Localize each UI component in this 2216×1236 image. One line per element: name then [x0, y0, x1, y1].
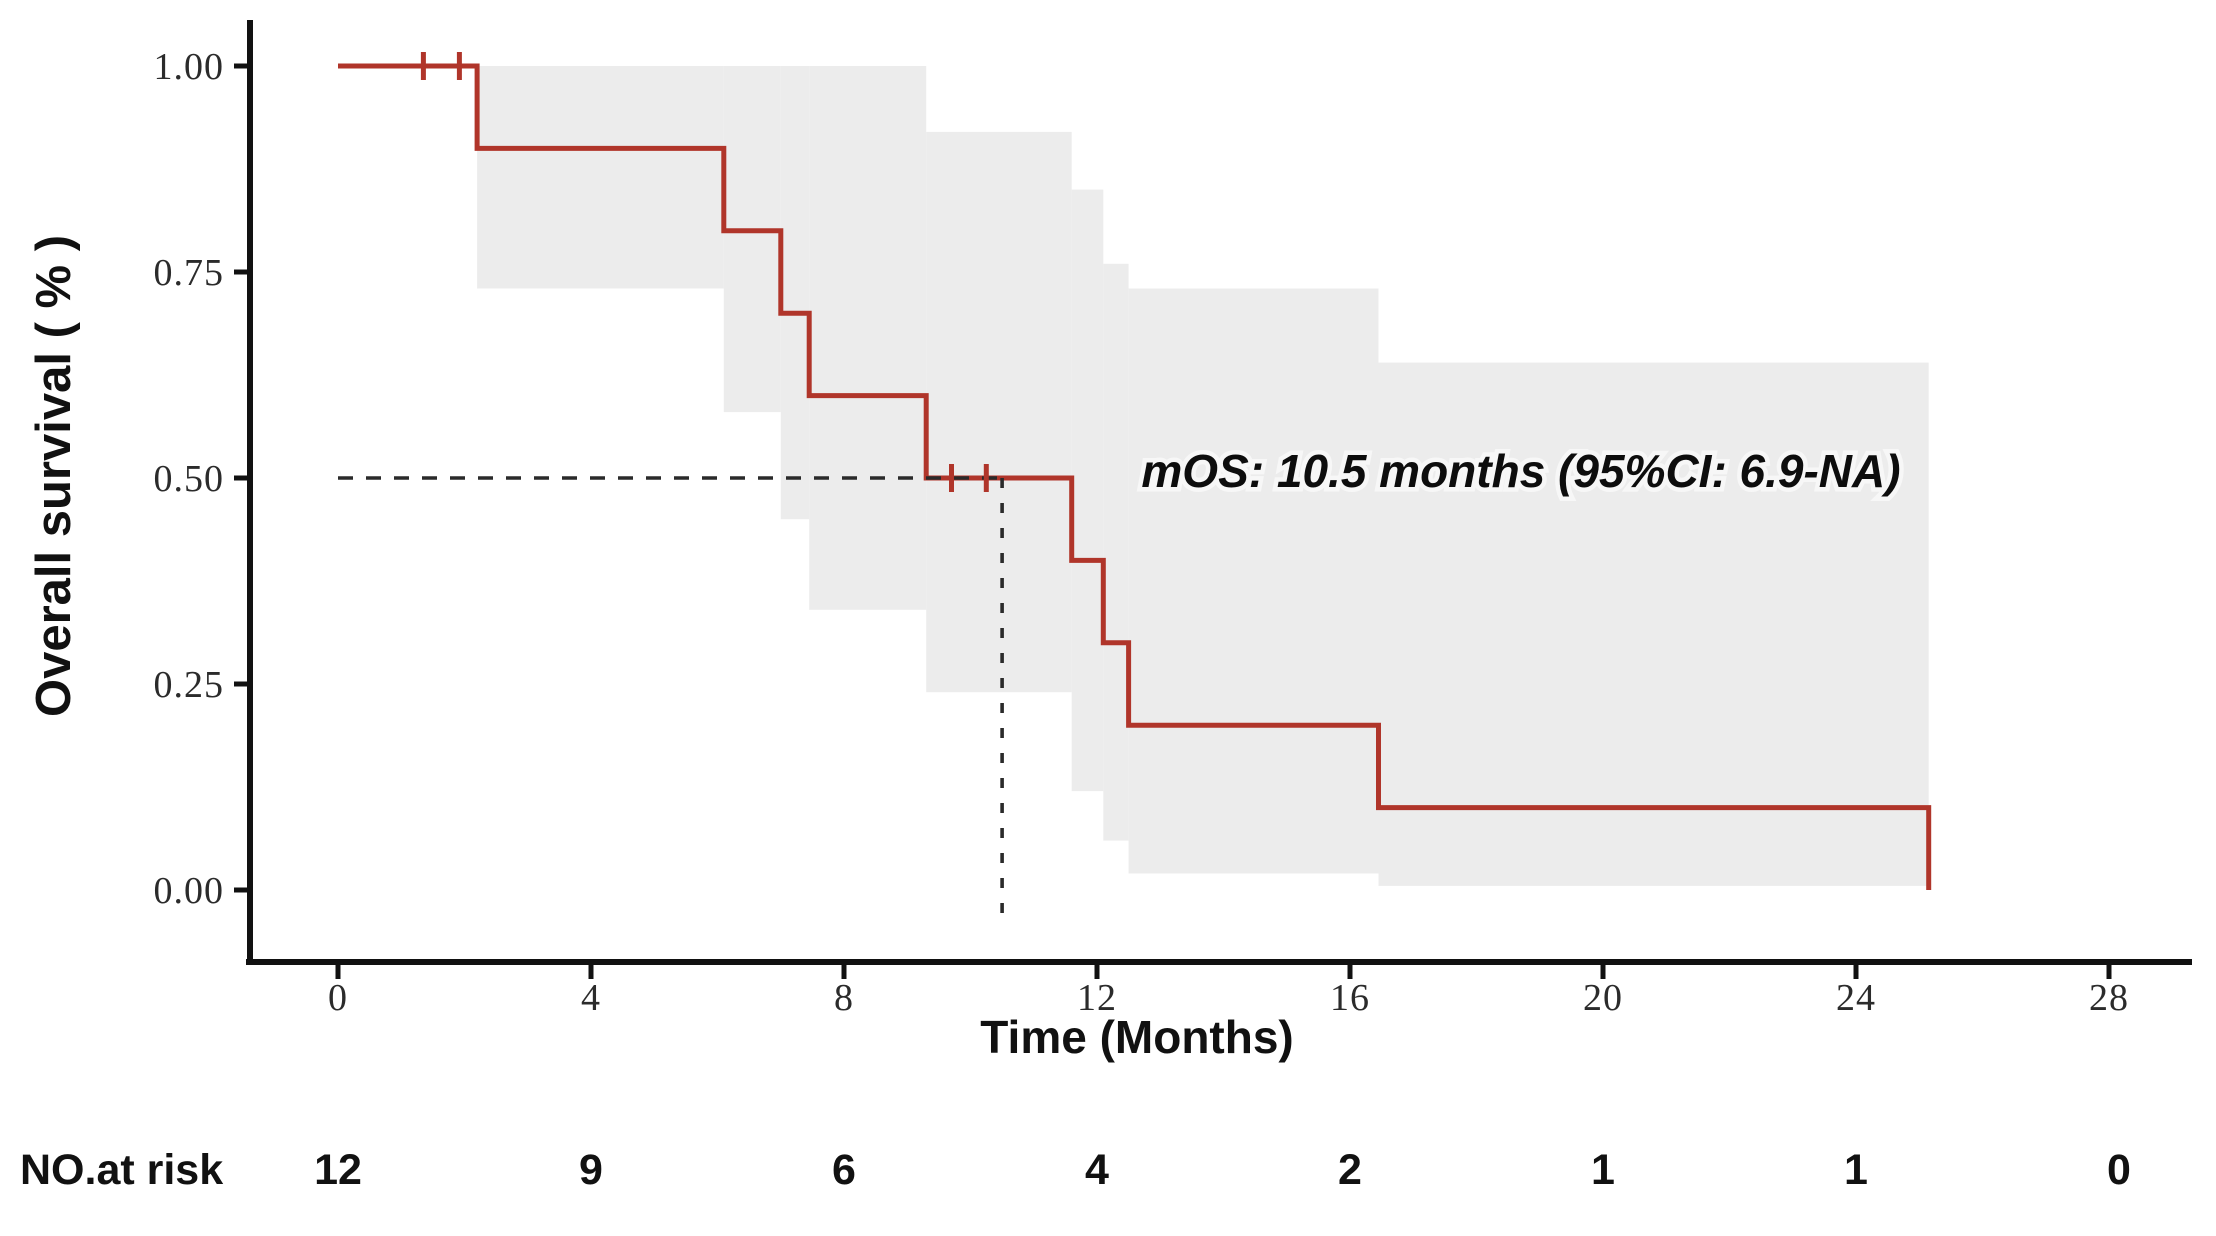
risk-count: 12: [314, 1146, 362, 1194]
risk-count: 1: [1591, 1146, 1615, 1194]
ci-band-segment: [477, 66, 724, 289]
x-tick-label: 0: [328, 977, 348, 1019]
x-axis-title: Time (Months): [980, 1011, 1293, 1063]
y-tick-label: 0.75: [154, 252, 225, 294]
ci-band-segment: [1378, 362, 1929, 886]
x-tick-label: 20: [1583, 977, 1623, 1019]
risk-count: 1: [1844, 1146, 1868, 1194]
risk-count: 0: [2107, 1146, 2131, 1194]
ci-band-segment: [1103, 263, 1129, 841]
x-tick-label: 24: [1836, 977, 1876, 1019]
risk-count: 2: [1338, 1146, 1362, 1194]
risk-count: 6: [832, 1146, 856, 1194]
ci-band-segment: [809, 66, 927, 610]
ci-band-segment: [723, 66, 781, 413]
y-tick-label: 1.00: [154, 46, 225, 88]
ci-band-segment: [780, 66, 810, 520]
risk-table-label: NO.at risk: [20, 1146, 223, 1194]
ci-band-segment: [1128, 288, 1379, 874]
median-os-annotation: mOS: 10.5 months (95%CI: 6.9-NA): [1141, 445, 1900, 497]
x-tick-label: 16: [1330, 977, 1370, 1019]
y-axis-title: Overall survival ( % ): [27, 235, 81, 717]
x-tick-label: 12: [1077, 977, 1117, 1019]
x-tick-label: 28: [2089, 977, 2129, 1019]
ci-band-segment: [1071, 189, 1104, 792]
risk-count: 4: [1085, 1146, 1109, 1194]
ci-band-segment: [926, 131, 1072, 693]
x-tick-label: 8: [834, 977, 854, 1019]
risk-count: 9: [579, 1146, 603, 1194]
chart-dynamic-layer: 1.00 0.75 0.50 0.25 0.00 0 4 8 12 16 20 24 28 12 9 6 4 2 1…: [154, 20, 2192, 1194]
y-tick-label: 0.00: [154, 870, 225, 912]
y-tick-label: 0.50: [154, 458, 225, 500]
y-tick-label: 0.25: [154, 664, 225, 706]
x-tick-label: 4: [581, 977, 601, 1019]
